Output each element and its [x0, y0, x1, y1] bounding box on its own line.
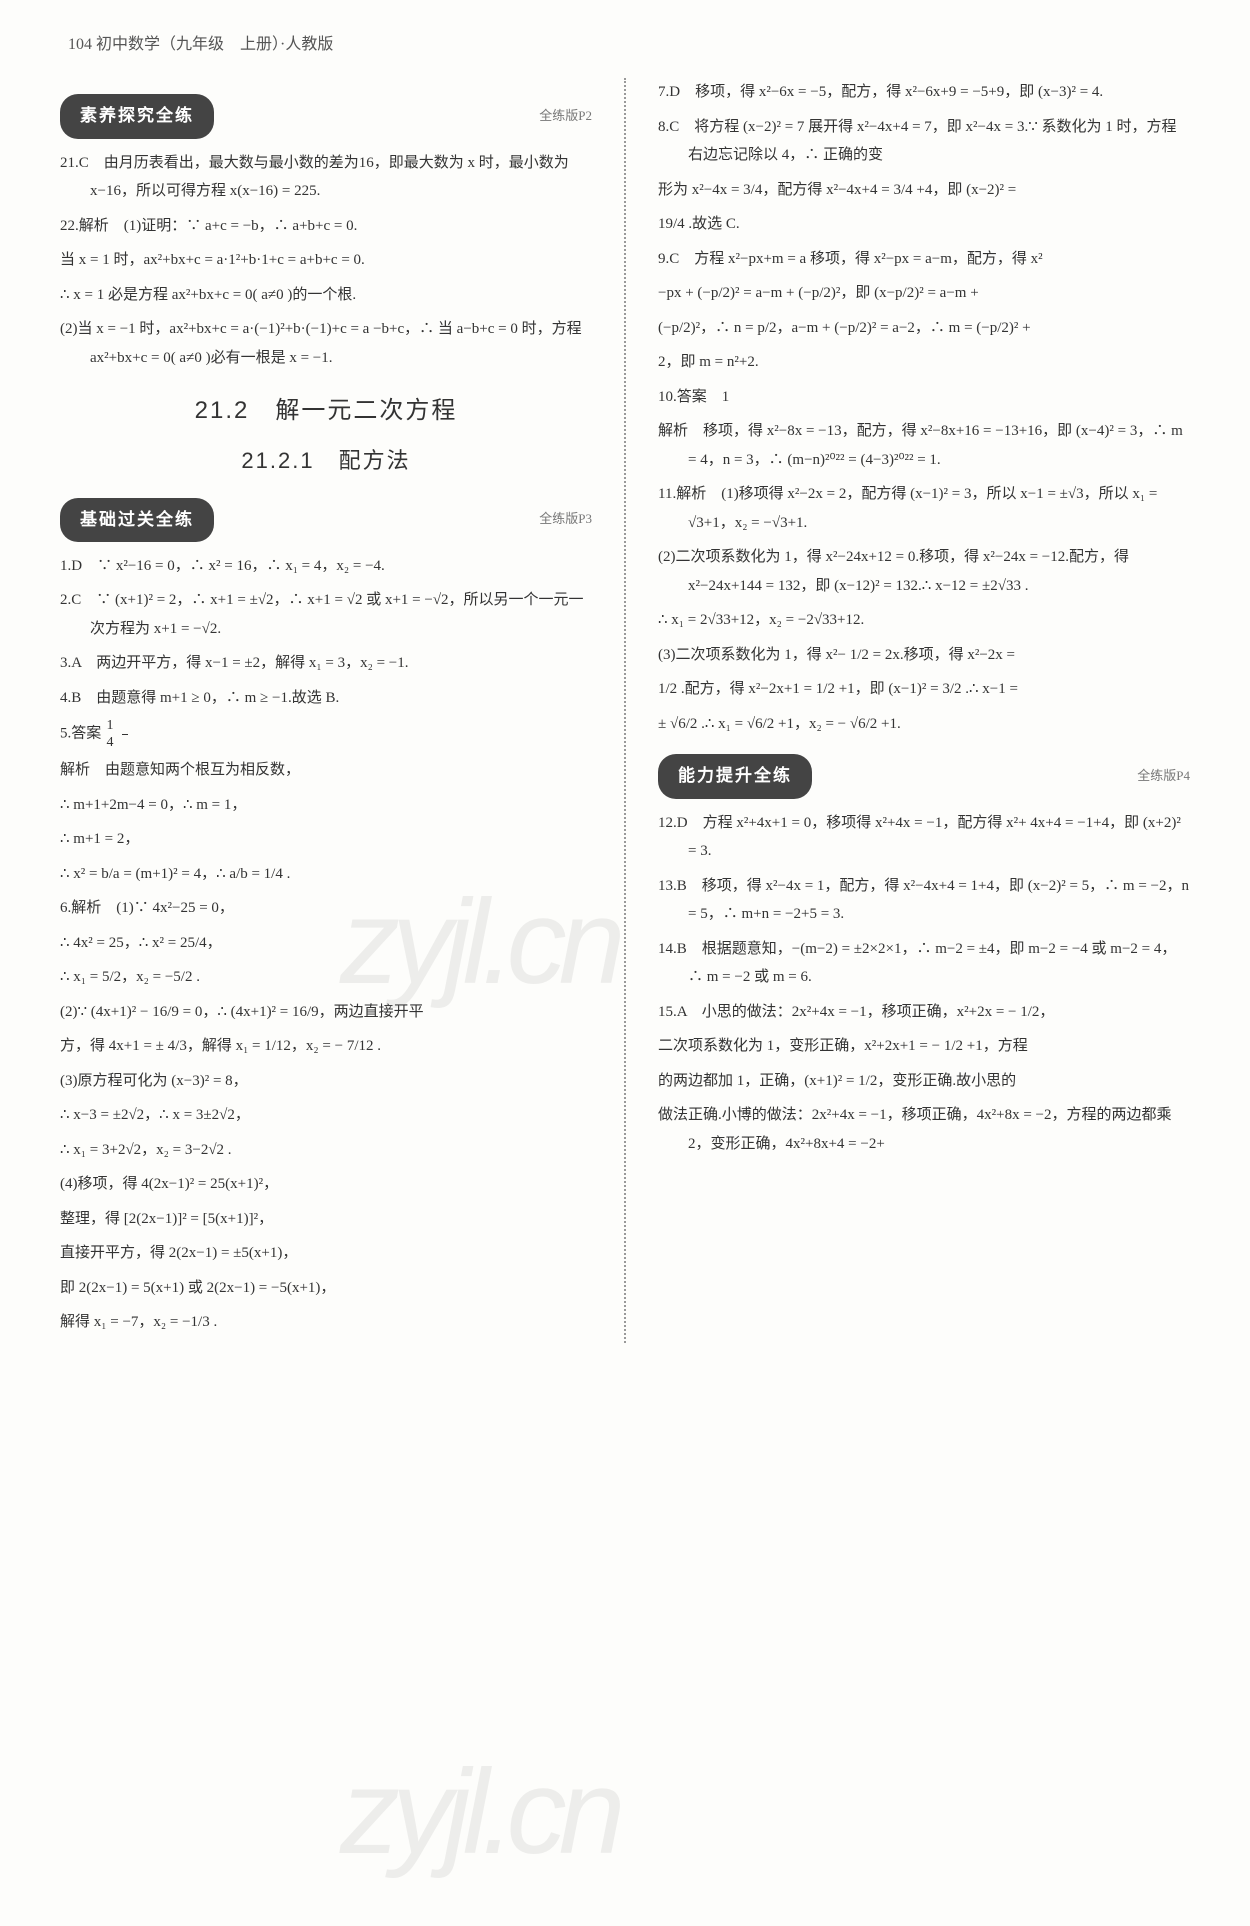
- answer-item: ∴ x−3 = ±2√2，∴ x = 3±2√2，: [60, 1101, 592, 1130]
- answer-item: ∴ x₁ = 3+2√2，x₂ = 3−2√2 .: [60, 1136, 592, 1165]
- answer-item: 13.B 移项，得 x²−4x = 1，配方，得 x²−4x+4 = 1+4，即…: [658, 872, 1190, 929]
- answer-item: 整理，得 [2(2x−1)]² = [5(x+1)]²，: [60, 1205, 592, 1234]
- answer-item: 的两边都加 1，正确，(x+1)² = 1/2，变形正确.故小思的: [658, 1067, 1190, 1096]
- section-badge-2: 基础过关全练: [60, 498, 214, 542]
- answer-item: 直接开平方，得 2(2x−1) = ±5(x+1)，: [60, 1239, 592, 1268]
- answer-item: 21.C 由月历表看出，最大数与最小数的差为16，即最大数为 x 时，最小数为 …: [60, 149, 592, 206]
- answer-item: ∴ 4x² = 25，∴ x² = 25/4，: [60, 929, 592, 958]
- column-divider: [624, 78, 626, 1342]
- answer-item: (4)移项，得 4(2x−1)² = 25(x+1)²，: [60, 1170, 592, 1199]
- badge-ref-3: 全练版P4: [1137, 764, 1190, 789]
- answer-item: (2)∵ (4x+1)² − 16/9 = 0，∴ (4x+1)² = 16/9…: [60, 998, 592, 1027]
- section-title: 21.2 解一元二次方程: [60, 388, 592, 434]
- answer-item: 做法正确.小博的做法：2x²+4x = −1，移项正确，4x²+8x = −2，…: [658, 1101, 1190, 1158]
- badge-ref-1: 全练版P2: [539, 104, 592, 129]
- answer-item: 2.C ∵ (x+1)² = 2，∴ x+1 = ±√2，∴ x+1 = √2 …: [60, 586, 592, 643]
- answer-item: 6.解析 (1)∵ 4x²−25 = 0，: [60, 894, 592, 923]
- answer-item: ± √6/2 .∴ x₁ = √6/2 +1，x₂ = − √6/2 +1.: [658, 710, 1190, 739]
- answer-item: 4.B 由题意得 m+1 ≥ 0，∴ m ≥ −1.故选 B.: [60, 684, 592, 713]
- answer-item: 12.D 方程 x²+4x+1 = 0，移项得 x²+4x = −1，配方得 x…: [658, 809, 1190, 866]
- right-column: 7.D 移项，得 x²−6x = −5，配方，得 x²−6x+9 = −5+9，…: [658, 78, 1190, 1342]
- answer-item: 二次项系数化为 1，变形正确，x²+2x+1 = − 1/2 +1，方程: [658, 1032, 1190, 1061]
- answer-item: ∴ m+1+2m−4 = 0，∴ m = 1，: [60, 791, 592, 820]
- answer-item: ∴ x₁ = 2√33+12，x₂ = −2√33+12.: [658, 606, 1190, 635]
- numerator: 1: [122, 718, 128, 734]
- section-subtitle: 21.2.1 配方法: [60, 440, 592, 482]
- answer-item: (3)二次项系数化为 1，得 x²− 1/2 = 2x.移项，得 x²−2x =: [658, 641, 1190, 670]
- answer-item: 11.解析 (1)移项得 x²−2x = 2，配方得 (x−1)² = 3，所以…: [658, 480, 1190, 537]
- watermark: zyjl.cn: [340, 1698, 617, 1926]
- answer-item: 方，得 4x+1 = ± 4/3，解得 x₁ = 1/12，x₂ = − 7/1…: [60, 1032, 592, 1061]
- answer-item: 7.D 移项，得 x²−6x = −5，配方，得 x²−6x+9 = −5+9，…: [658, 78, 1190, 107]
- answer-item: 15.A 小思的做法：2x²+4x = −1，移项正确，x²+2x = − 1/…: [658, 998, 1190, 1027]
- badge-ref-2: 全练版P3: [539, 507, 592, 532]
- answer-item: 14.B 根据题意知，−(m−2) = ±2×2×1，∴ m−2 = ±4，即 …: [658, 935, 1190, 992]
- section-badge-1: 素养探究全练: [60, 94, 214, 138]
- answer-item: 3.A 两边开平方，得 x−1 = ±2，解得 x₁ = 3，x₂ = −1.: [60, 649, 592, 678]
- answer-item: ∴ m+1 = 2，: [60, 825, 592, 854]
- answer-item: (−p/2)²，∴ n = p/2，a−m + (−p/2)² = a−2，∴ …: [658, 314, 1190, 343]
- answer-item: 10.答案 1: [658, 383, 1190, 412]
- answer-item: 8.C 将方程 (x−2)² = 7 展开得 x²−4x+4 = 7，即 x²−…: [658, 113, 1190, 170]
- page-header: 104 初中数学（九年级 上册）·人教版: [60, 30, 1190, 60]
- answer-item: 5.答案 1 4: [60, 718, 592, 750]
- answer-item: 解析 由题意知两个根互为相反数，: [60, 756, 592, 785]
- answer-item: 19/4 .故选 C.: [658, 210, 1190, 239]
- section-badge-3: 能力提升全练: [658, 754, 812, 798]
- answer-item: 解得 x₁ = −7，x₂ = −1/3 .: [60, 1308, 592, 1337]
- answer-item: ∴ x = 1 必是方程 ax²+bx+c = 0( a≠0 )的一个根.: [60, 281, 592, 310]
- answer-item: 当 x = 1 时，ax²+bx+c = a·1²+b·1+c = a+b+c …: [60, 246, 592, 275]
- answer-item: 1/2 .配方，得 x²−2x+1 = 1/2 +1，即 (x−1)² = 3/…: [658, 675, 1190, 704]
- denominator: 4: [122, 735, 128, 750]
- fraction: 1 4: [122, 718, 128, 750]
- answer-item: 解析 移项，得 x²−8x = −13，配方，得 x²−8x+16 = −13+…: [658, 417, 1190, 474]
- answer-item: −px + (−p/2)² = a−m + (−p/2)²，即 (x−p/2)²…: [658, 279, 1190, 308]
- answer-item: (2)二次项系数化为 1，得 x²−24x+12 = 0.移项，得 x²−24x…: [658, 543, 1190, 600]
- answer-item: 22.解析 (1)证明：∵ a+c = −b，∴ a+b+c = 0.: [60, 212, 592, 241]
- answer-item: 9.C 方程 x²−px+m = a 移项，得 x²−px = a−m，配方，得…: [658, 245, 1190, 274]
- answer-item: 1.D ∵ x²−16 = 0，∴ x² = 16，∴ x₁ = 4，x₂ = …: [60, 552, 592, 581]
- answer-item: 2，即 m = n²+2.: [658, 348, 1190, 377]
- answer-item: (2)当 x = −1 时，ax²+bx+c = a·(−1)²+b·(−1)+…: [60, 315, 592, 372]
- answer-item: ∴ x₁ = 5/2，x₂ = −5/2 .: [60, 963, 592, 992]
- answer-item: (3)原方程可化为 (x−3)² = 8，: [60, 1067, 592, 1096]
- answer-item: 即 2(2x−1) = 5(x+1) 或 2(2x−1) = −5(x+1)，: [60, 1274, 592, 1303]
- answer-item: ∴ x² = b/a = (m+1)² = 4，∴ a/b = 1/4 .: [60, 860, 592, 889]
- left-column: 素养探究全练 全练版P2 21.C 由月历表看出，最大数与最小数的差为16，即最…: [60, 78, 592, 1342]
- answer-item: 形为 x²−4x = 3/4，配方得 x²−4x+4 = 3/4 +4，即 (x…: [658, 176, 1190, 205]
